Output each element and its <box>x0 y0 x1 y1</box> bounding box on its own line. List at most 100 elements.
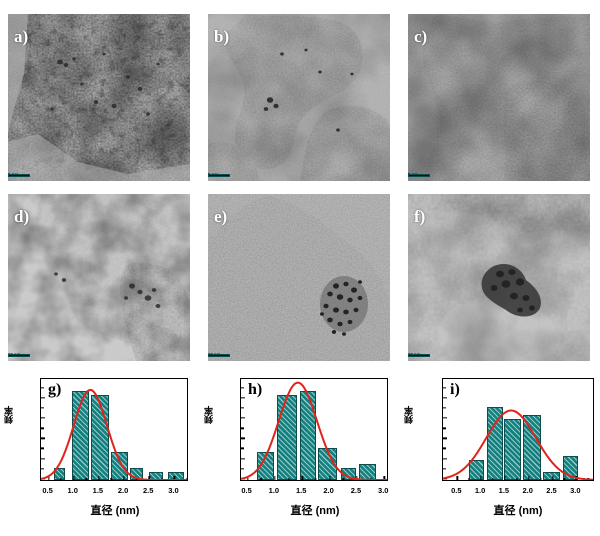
tem-texture-a <box>8 14 190 181</box>
x-tick-mark <box>173 476 176 480</box>
x-tick-label: 3.0 <box>570 486 581 495</box>
scale-bar-e: 10 nm <box>208 352 230 357</box>
tem-panel-a: a) 5 nm <box>0 10 200 185</box>
x-tick-mark <box>383 476 385 480</box>
x-tick-label: 2.0 <box>522 486 533 495</box>
y-tick-mark <box>41 397 45 399</box>
y-tick-mark <box>443 417 447 419</box>
x-tick-label: 2.5 <box>350 486 362 495</box>
scale-bar-line-b <box>208 174 230 177</box>
x-tick-mark-minor <box>110 477 113 480</box>
y-tick-mark-minor <box>443 427 446 429</box>
y-tick-mark <box>41 417 45 419</box>
tem-image-a <box>8 14 190 181</box>
scale-bar-b: 5 nm <box>208 172 230 177</box>
y-tick-mark-minor <box>241 407 244 409</box>
y-tick-mark-minor <box>41 447 44 450</box>
y-tick-mark <box>41 437 45 439</box>
y-axis-label-g: 频率 <box>4 406 14 424</box>
plot-inner-h: 0510152025 <box>241 379 387 480</box>
scale-bar-d: 10 nm <box>8 352 30 357</box>
plot-inner-i: 0510152025 <box>443 379 593 480</box>
panel-label-e: e) <box>214 207 228 226</box>
plot-area-g: g) 0510152025 <box>40 378 188 481</box>
scale-bar-c: 5 nm <box>408 172 430 177</box>
x-tick-mark <box>328 476 331 480</box>
tem-panel-f: f) 10 nm <box>400 190 600 365</box>
y-tick-mark-minor <box>443 447 446 450</box>
panel-label-a: a) <box>14 27 29 46</box>
y-tick-mark-minor <box>241 427 244 429</box>
x-tick-mark <box>274 476 276 480</box>
y-tick-mark <box>443 397 447 399</box>
x-tick-label: 1.0 <box>67 486 78 495</box>
histogram-bar <box>359 463 376 480</box>
x-tick-mark-minor <box>342 477 344 480</box>
y-tick-mark <box>443 478 447 480</box>
x-tick-mark-minor <box>260 477 262 480</box>
x-tick-mark <box>148 476 150 480</box>
x-tick-label: 0.5 <box>42 486 53 495</box>
x-tick-label: 2.0 <box>323 486 334 495</box>
x-tick-mark-minor <box>60 477 62 480</box>
tem-panel-b: b) 5 nm <box>200 10 400 185</box>
histogram-bar <box>299 391 316 480</box>
histogram-bar <box>318 447 338 480</box>
x-tick-mark <box>47 476 50 480</box>
x-tick-mark <box>551 476 554 480</box>
y-tick-mark-minor <box>241 467 244 470</box>
tem-texture-b <box>208 14 390 181</box>
x-tick-mark <box>504 476 506 480</box>
x-tick-label: 2.5 <box>546 486 557 495</box>
x-tick-label: 1.5 <box>92 486 104 495</box>
panel-label-h: h) <box>248 381 263 398</box>
tem-image-b <box>208 14 390 181</box>
x-tick-mark <box>356 476 358 480</box>
x-tick-label: 1.5 <box>296 486 307 495</box>
histogram-row: 频率 g) 0510152025 直径 (nm) 0.5 1.0 1.5 2.0 2.5… <box>0 372 600 536</box>
y-tick-mark-minor <box>443 467 446 470</box>
y-tick-mark-minor <box>41 427 44 429</box>
y-tick-mark-minor <box>41 467 44 470</box>
tem-panel-d: d) 10 nm <box>0 190 200 365</box>
x-tick-mark-minor <box>85 477 87 480</box>
histogram-bar <box>71 391 90 480</box>
y-tick-mark <box>241 437 245 439</box>
panel-label-g: g) <box>48 381 62 398</box>
x-tick-label: 2.5 <box>143 486 154 495</box>
x-tick-mark-minor <box>161 477 163 480</box>
scale-bar-a: 5 nm <box>8 172 30 177</box>
x-tick-mark <box>246 476 249 480</box>
y-tick-mark <box>241 457 245 460</box>
histogram-panel-i: 频率 i) 0510152025 直径 (nm) 0.5 1.0 1.5 2.0 2.5… <box>400 372 600 536</box>
plot-area-h: h) 0510152025 <box>240 378 388 481</box>
tem-row-bottom: d) 10 nm <box>0 190 600 365</box>
y-tick-mark-minor <box>41 387 44 389</box>
histogram-bar <box>53 467 66 480</box>
nanoparticle-cluster-f <box>481 263 541 317</box>
x-tick-mark <box>528 476 530 480</box>
y-tick-mark-minor <box>41 407 44 409</box>
x-tick-mark <box>575 476 577 480</box>
tem-texture-e <box>208 194 390 361</box>
panel-label-i: i) <box>450 381 460 398</box>
y-tick-mark <box>241 417 245 419</box>
tem-texture-f <box>408 194 590 361</box>
x-tick-mark <box>456 476 458 480</box>
plot-area-i: i) 0510152025 <box>442 378 594 481</box>
y-axis-label-i: 频率 <box>404 406 414 424</box>
tem-image-d <box>8 194 190 361</box>
tem-texture-c <box>408 14 590 181</box>
x-tick-mark-minor <box>287 477 290 480</box>
y-tick-mark <box>443 437 447 439</box>
x-tick-label: 0.5 <box>241 486 252 495</box>
x-tick-mark-minor <box>516 477 518 480</box>
x-tick-label: 1.0 <box>474 486 486 495</box>
x-tick-label: 3.0 <box>378 486 389 495</box>
y-axis-label-h: 频率 <box>204 406 214 424</box>
x-tick-mark <box>480 476 482 480</box>
tem-panel-e: e) 10 nm <box>200 190 400 365</box>
histogram-bar <box>504 419 521 480</box>
x-tick-mark-minor <box>186 477 187 480</box>
histogram-bar <box>276 395 298 480</box>
